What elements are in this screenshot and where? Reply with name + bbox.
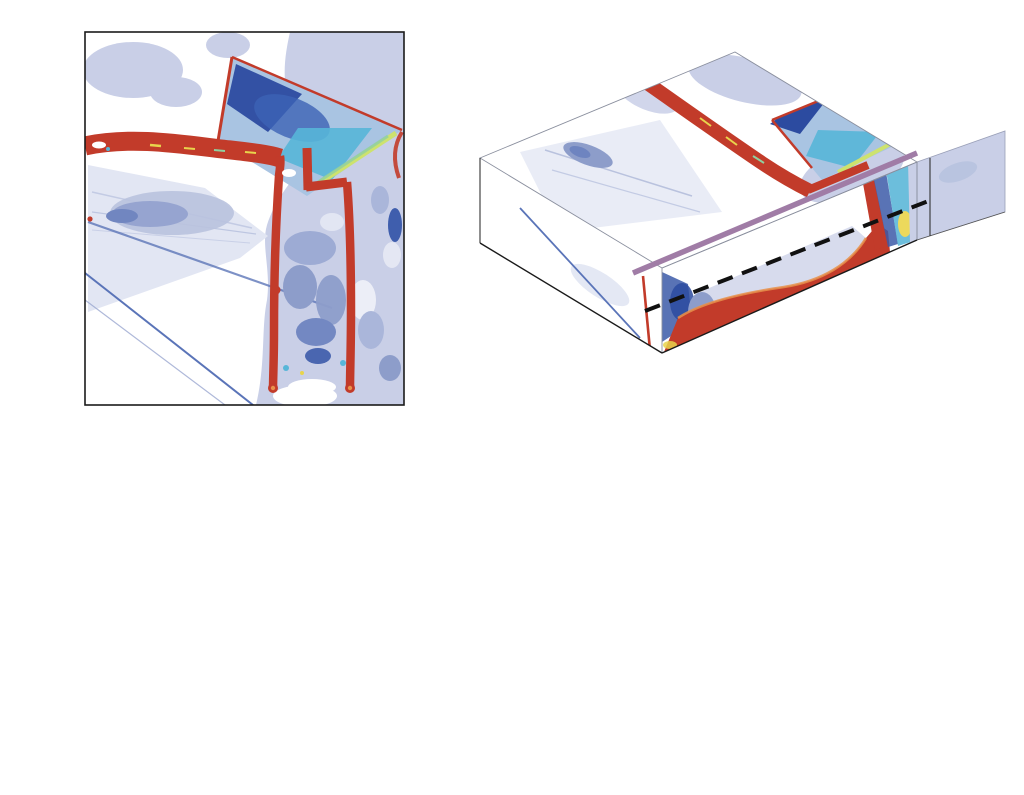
left-face-patch <box>570 263 630 307</box>
light-patch <box>320 213 344 231</box>
shear-zone-edge <box>216 56 234 142</box>
strain-map-art <box>85 32 404 405</box>
shear-band-ns-east <box>342 181 356 391</box>
yellow-speck <box>183 147 196 150</box>
block-3d-art <box>479 51 1006 354</box>
yellow-speck <box>244 151 257 154</box>
x-axis-3d <box>479 242 663 354</box>
panel-a-axes-box <box>84 31 405 406</box>
hot-spot <box>271 285 281 295</box>
medium-blob <box>316 275 346 325</box>
fan-streak <box>551 169 701 213</box>
shear-zone-edge <box>231 55 403 132</box>
left-face-fault <box>519 207 641 339</box>
yellow-speck <box>725 136 738 146</box>
lavender-blob <box>150 77 202 107</box>
green-speck <box>213 149 226 152</box>
shear-band-ns-west <box>268 155 285 391</box>
dark-blob <box>305 348 331 364</box>
shear-band-ew <box>85 131 284 168</box>
section-yellow-blob <box>898 211 912 237</box>
yellow-speck <box>300 371 304 375</box>
fault-trace <box>85 299 226 405</box>
yellow-speck <box>149 143 162 148</box>
dark-blob <box>106 209 138 223</box>
right-face-blob <box>938 161 978 183</box>
section-orange-fringe <box>677 237 868 320</box>
white-gap <box>350 280 376 320</box>
y-axis-3d <box>661 239 918 354</box>
hot-spot <box>87 216 93 222</box>
fan-streak <box>544 149 693 197</box>
dark-blob <box>296 318 336 346</box>
basin-cyan <box>806 130 880 168</box>
fault-trace <box>85 272 254 405</box>
band-hole <box>282 169 296 177</box>
hot-spot-core <box>270 385 276 391</box>
medium-blob <box>283 265 317 309</box>
basin-green-edge <box>837 140 895 174</box>
profile-p2-line-3d <box>631 150 919 276</box>
green-speck <box>752 155 765 164</box>
left-face-shear <box>641 275 652 351</box>
yellow-speck <box>663 341 677 349</box>
medium-blob <box>379 355 401 381</box>
basin-navy <box>770 98 828 134</box>
medium-blob <box>358 311 384 349</box>
section-dark-column <box>873 172 898 247</box>
dark-blob <box>569 145 591 159</box>
section-red-stripe <box>862 174 888 250</box>
shear-zone-edge <box>771 119 813 169</box>
band-hole <box>92 141 106 149</box>
shear-band-surface <box>635 72 814 198</box>
medium-blob <box>371 186 389 214</box>
cyan-speck <box>340 360 346 366</box>
basin-cyan <box>278 128 372 180</box>
shear-zone-edge <box>392 130 404 179</box>
cyan-speck <box>283 365 289 371</box>
cyan-speck <box>106 147 110 151</box>
white-gap <box>383 242 401 268</box>
lavender-blob <box>206 32 250 58</box>
section-lavender <box>908 162 917 243</box>
medium-blob <box>284 231 336 265</box>
basin-green-edge <box>317 134 389 184</box>
dark-blob <box>388 208 402 242</box>
hot-spot-core <box>347 385 353 391</box>
yellow-speck <box>699 117 712 127</box>
shear-band-surface <box>806 161 870 194</box>
basin-green-edge <box>310 130 398 191</box>
block-edge <box>916 211 1006 241</box>
white-gap <box>288 379 336 395</box>
shear-connector <box>305 177 348 192</box>
